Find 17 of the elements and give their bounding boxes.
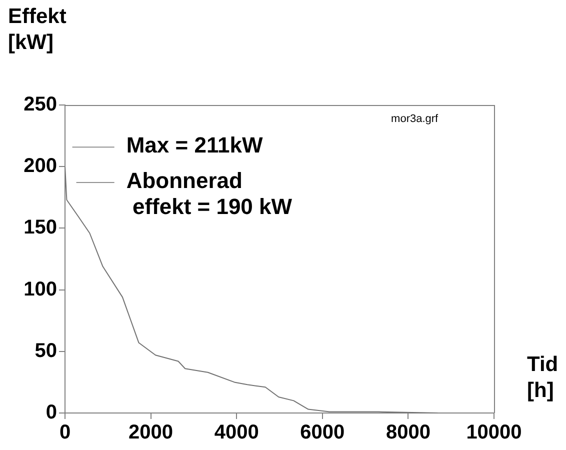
y-tick-label: 50 <box>34 340 57 362</box>
x-tick-label: 10000 <box>466 422 522 444</box>
y-tick-label: 150 <box>24 216 57 239</box>
x-tick-label: 0 <box>59 422 71 444</box>
x-tick-label: 6000 <box>300 422 345 444</box>
y-tick-label: 100 <box>24 278 57 300</box>
x-tick-label: 4000 <box>214 422 259 444</box>
y-tick-label: 0 <box>46 402 57 424</box>
x-tick-label: 2000 <box>128 422 174 444</box>
y-axis-title: Effekt [kW] <box>8 4 66 56</box>
annotation: Max = 211kW <box>126 132 263 158</box>
y-tick-label: 200 <box>24 155 57 178</box>
x-tick-label: 8000 <box>386 422 430 444</box>
annotation: Abonnerad effekt = 190 kW <box>126 168 292 220</box>
y-tick-label: 250 <box>24 94 57 116</box>
x-axis-title: Tid [h] <box>527 352 558 404</box>
annotation: mor3a.grf <box>391 112 440 125</box>
